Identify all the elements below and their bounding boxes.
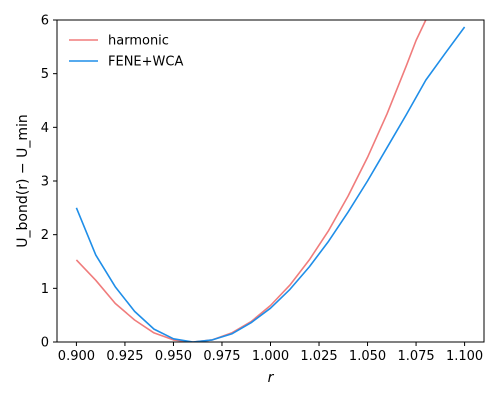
y-axis-ticks: 0 1 2 3 4 5 6 [41, 14, 57, 351]
y-tick-label: 5 [41, 67, 49, 82]
series-line-fene-wca [75, 26, 466, 342]
x-tick-label: 0.950 [155, 349, 192, 364]
x-tick-label: 0.900 [58, 349, 95, 364]
y-tick-label: 1 [41, 282, 49, 297]
x-tick-label: 1.025 [300, 349, 337, 364]
x-tick-label: 0.975 [203, 349, 240, 364]
y-tick-label: 3 [41, 175, 49, 190]
legend: harmonic FENE+WCA [69, 34, 183, 70]
x-axis-ticks: 0.900 0.925 0.950 0.975 1.000 1.025 1.050 1.075… [58, 342, 483, 364]
x-tick-label: 1.075 [397, 349, 434, 364]
x-tick-label: 1.100 [446, 349, 483, 364]
x-tick-label: 0.925 [106, 349, 143, 364]
y-axis-label: U_bond(r) − U_min [15, 114, 31, 247]
x-tick-label: 1.000 [252, 349, 289, 364]
y-tick-label: 0 [41, 336, 49, 351]
x-axis-label: r [268, 370, 275, 386]
legend-label: FENE+WCA [108, 55, 183, 70]
y-tick-label: 2 [41, 228, 49, 243]
y-tick-label: 6 [41, 14, 49, 29]
y-tick-label: 4 [41, 121, 49, 136]
series-layer [75, 20, 466, 342]
legend-label: harmonic [108, 34, 169, 49]
series-line-harmonic [75, 20, 427, 342]
x-tick-label: 1.050 [349, 349, 386, 364]
